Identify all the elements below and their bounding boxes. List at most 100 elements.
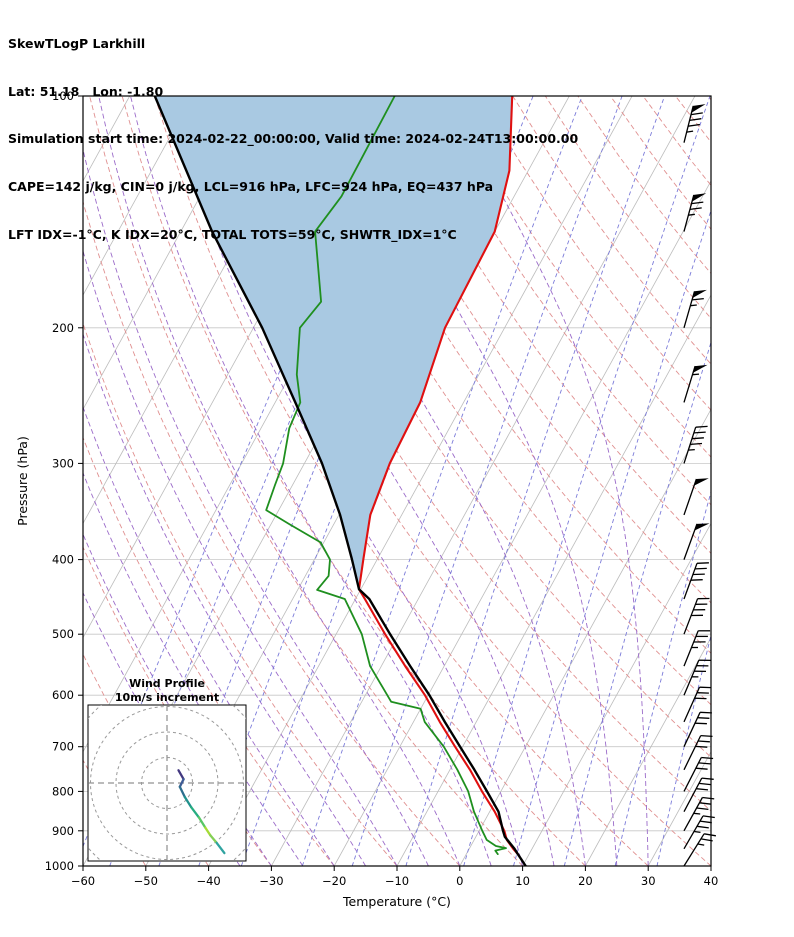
temperature-curve (357, 96, 519, 856)
dry-adiabat-line (382, 96, 711, 554)
y-tick-label: 100 (52, 89, 74, 103)
dry-adiabat-line (707, 96, 711, 101)
dry-adiabat-line (284, 96, 711, 706)
moist-adiabat-line (83, 405, 335, 866)
wind-barbs (683, 104, 717, 867)
y-tick-label: 800 (52, 784, 74, 798)
wind-barb (683, 659, 711, 696)
x-tick-label: 10 (515, 874, 530, 888)
y-tick-label: 500 (52, 627, 74, 641)
mixing-ratio-line (463, 96, 711, 866)
chart-indices-primary: CAPE=142 j/kg, CIN=0 j/kg, LCL=916 hPa, … (8, 178, 494, 194)
moist-adiabat-line (98, 96, 461, 866)
x-tick-label: −10 (385, 874, 409, 888)
dry-adiabat-line (121, 96, 586, 866)
mixing-ratio-line (351, 96, 623, 866)
dry-adiabat-line (83, 436, 335, 866)
moist-adiabat-line (349, 96, 618, 866)
profiles (153, 96, 527, 866)
moist-adiabat-line (83, 249, 398, 866)
moist-adiabat-line (214, 96, 555, 866)
dry-adiabat-line (479, 96, 711, 411)
y-tick-label: 400 (52, 553, 74, 567)
x-tick-label: 20 (578, 874, 593, 888)
x-tick-label: 40 (704, 874, 719, 888)
dry-adiabat-line (154, 96, 649, 866)
chart-title: SkewTLogP Larkhill (8, 35, 146, 51)
mixing-ratio-line (240, 96, 534, 866)
isotherm-line (396, 294, 711, 866)
wind-barb (683, 193, 707, 232)
dry-adiabat-line (447, 96, 711, 458)
wind-barb (683, 425, 708, 464)
wind-barb (683, 597, 710, 635)
hodograph-trace-segment (215, 841, 226, 855)
y-tick-label: 300 (52, 456, 74, 470)
hodograph-trace-segment (177, 769, 185, 781)
hodograph-trace-segment (209, 834, 218, 845)
wind-barb (683, 562, 709, 600)
moist-adiabat-line (273, 96, 586, 866)
wind-barb (683, 630, 711, 667)
dry-adiabat-line (186, 96, 711, 866)
wind-barb (683, 104, 706, 143)
isotherm-line (710, 865, 711, 866)
hodograph-trace-segment (183, 795, 193, 809)
cape-shaded-region (154, 96, 513, 590)
dry-adiabat-line (83, 322, 398, 866)
moist-adiabat-line (83, 332, 366, 866)
dry-adiabat-line (642, 96, 711, 187)
y-axis-label: Pressure (hPa) (15, 436, 30, 526)
mixing-ratio-line (563, 340, 711, 866)
moist-adiabat-line (167, 96, 524, 866)
isotherm-line (522, 522, 711, 866)
hodograph-trace-segment (178, 785, 186, 799)
wind-barb (683, 478, 709, 516)
wind-barb (683, 777, 714, 813)
wind-barb (683, 734, 713, 771)
x-tick-label: 30 (641, 874, 656, 888)
y-tick-label: 900 (52, 824, 74, 838)
hodograph-trace-segment (204, 826, 212, 837)
isotherm-line (208, 96, 633, 866)
y-tick-label: 700 (52, 740, 74, 754)
dewpoint-curve (265, 96, 507, 855)
isotherm-line (83, 96, 193, 296)
moist-adiabat-line (83, 471, 304, 866)
wind-barb (683, 686, 712, 723)
x-tick-label: −50 (134, 874, 158, 888)
wind-barb (683, 756, 714, 792)
isotherm-line (459, 408, 711, 866)
hodograph-trace-segment (190, 806, 201, 819)
mixing-ratio-line (513, 209, 711, 866)
mixing-ratio-line (405, 96, 666, 866)
isotherm-line (333, 180, 711, 866)
hodograph-title: Wind Profile (129, 677, 205, 690)
x-tick-label: −30 (259, 874, 283, 888)
wind-barb (683, 711, 712, 747)
hodograph-ring (141, 757, 193, 809)
hodograph-trace-segment (178, 778, 185, 788)
dry-adiabat-line (577, 96, 711, 275)
y-tick-label: 600 (52, 688, 74, 702)
chart-times: Simulation start time: 2024-02-22_00:00:… (8, 131, 579, 147)
x-tick-label: −60 (71, 874, 95, 888)
x-tick-label: −40 (196, 874, 220, 888)
chart-indices-secondary: LFT IDX=-1°C, K IDX=20°C, TOTAL TOTS=59°… (8, 226, 457, 242)
dry-adiabat-line (89, 96, 523, 866)
y-tick-label: 1000 (45, 859, 74, 873)
wind-barb (683, 833, 717, 867)
moist-adiabat-line (449, 96, 649, 866)
isotherm-line (83, 96, 256, 411)
hodograph-ring (115, 731, 219, 835)
chart-header: SkewTLogP Larkhill Lat: 51.18 Lon: -1.80… (8, 4, 578, 274)
isotherm-line (585, 636, 711, 866)
moist-adiabat-line (130, 96, 492, 866)
hodograph-subtitle: 10m/s increment (115, 691, 219, 704)
cape-area (154, 96, 513, 590)
dry-adiabat-line (414, 96, 711, 506)
wind-barb (683, 796, 715, 832)
hodograph-trace-segment (197, 816, 207, 829)
